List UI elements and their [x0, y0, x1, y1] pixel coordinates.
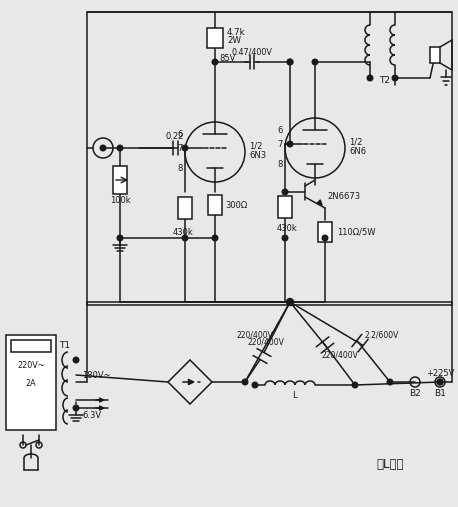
Text: 4.7k: 4.7k [227, 27, 245, 37]
Bar [87, 12, 452, 305]
Text: 去L声道: 去L声道 [376, 458, 404, 472]
Circle shape [182, 235, 188, 241]
Text: +225V: +225V [426, 370, 454, 379]
Text: 220V~: 220V~ [17, 360, 45, 370]
Text: 6N6: 6N6 [349, 147, 366, 156]
Text: L: L [293, 390, 298, 400]
Text: 220/400V: 220/400V [237, 331, 273, 340]
Text: 2.2/600V: 2.2/600V [365, 331, 399, 340]
Text: 6: 6 [178, 129, 183, 138]
Circle shape [322, 235, 328, 241]
Circle shape [242, 379, 248, 385]
Bar [208, 195, 222, 215]
Bar [278, 196, 292, 218]
Text: 100k: 100k [109, 196, 131, 204]
Bar [11, 340, 51, 352]
Circle shape [212, 59, 218, 65]
Circle shape [352, 382, 358, 388]
Text: 430k: 430k [173, 228, 193, 236]
Circle shape [73, 357, 79, 363]
Bar [207, 28, 223, 48]
Bar [6, 335, 56, 430]
Text: 0.47/400V: 0.47/400V [232, 48, 273, 56]
Circle shape [117, 145, 123, 151]
Bar [113, 166, 127, 194]
Circle shape [73, 405, 79, 411]
Text: 2N6673: 2N6673 [327, 192, 360, 200]
Text: 6N3: 6N3 [249, 151, 266, 160]
Text: T2: T2 [380, 76, 391, 85]
Circle shape [282, 235, 288, 241]
Circle shape [287, 59, 293, 65]
Text: 220/400V: 220/400V [322, 350, 359, 359]
Text: 7: 7 [278, 139, 283, 149]
Circle shape [287, 299, 293, 305]
Text: 1/2: 1/2 [349, 137, 362, 147]
Text: 6: 6 [278, 126, 283, 134]
Circle shape [287, 59, 293, 65]
Text: 8: 8 [178, 163, 183, 172]
Text: T1: T1 [59, 341, 70, 349]
Text: 300Ω: 300Ω [225, 200, 247, 209]
Circle shape [437, 379, 443, 385]
Circle shape [287, 299, 294, 306]
Circle shape [252, 382, 258, 388]
Text: 2W: 2W [227, 35, 241, 45]
Text: 8: 8 [278, 160, 283, 168]
Text: 180V~: 180V~ [82, 371, 111, 380]
Circle shape [367, 75, 373, 81]
Circle shape [117, 235, 123, 241]
Circle shape [182, 145, 188, 151]
Bar [178, 197, 192, 219]
Text: 6.3V: 6.3V [82, 411, 101, 419]
Text: B1: B1 [434, 389, 446, 399]
Bar [430, 47, 440, 63]
Text: 220/400V: 220/400V [248, 338, 285, 346]
Circle shape [392, 75, 398, 81]
Text: 85V: 85V [219, 54, 235, 62]
Text: B2: B2 [409, 389, 421, 399]
Circle shape [387, 379, 393, 385]
Text: 1/2: 1/2 [249, 141, 262, 151]
Text: 0.22: 0.22 [166, 131, 184, 140]
Text: 2A: 2A [26, 379, 36, 387]
Circle shape [312, 59, 318, 65]
Circle shape [282, 189, 288, 195]
Circle shape [287, 141, 293, 147]
Text: 110Ω/5W: 110Ω/5W [337, 228, 376, 236]
Text: 430k: 430k [277, 224, 297, 233]
Bar [318, 222, 332, 242]
Circle shape [212, 235, 218, 241]
Circle shape [100, 145, 106, 151]
Circle shape [437, 379, 443, 385]
Text: 7: 7 [178, 143, 183, 153]
